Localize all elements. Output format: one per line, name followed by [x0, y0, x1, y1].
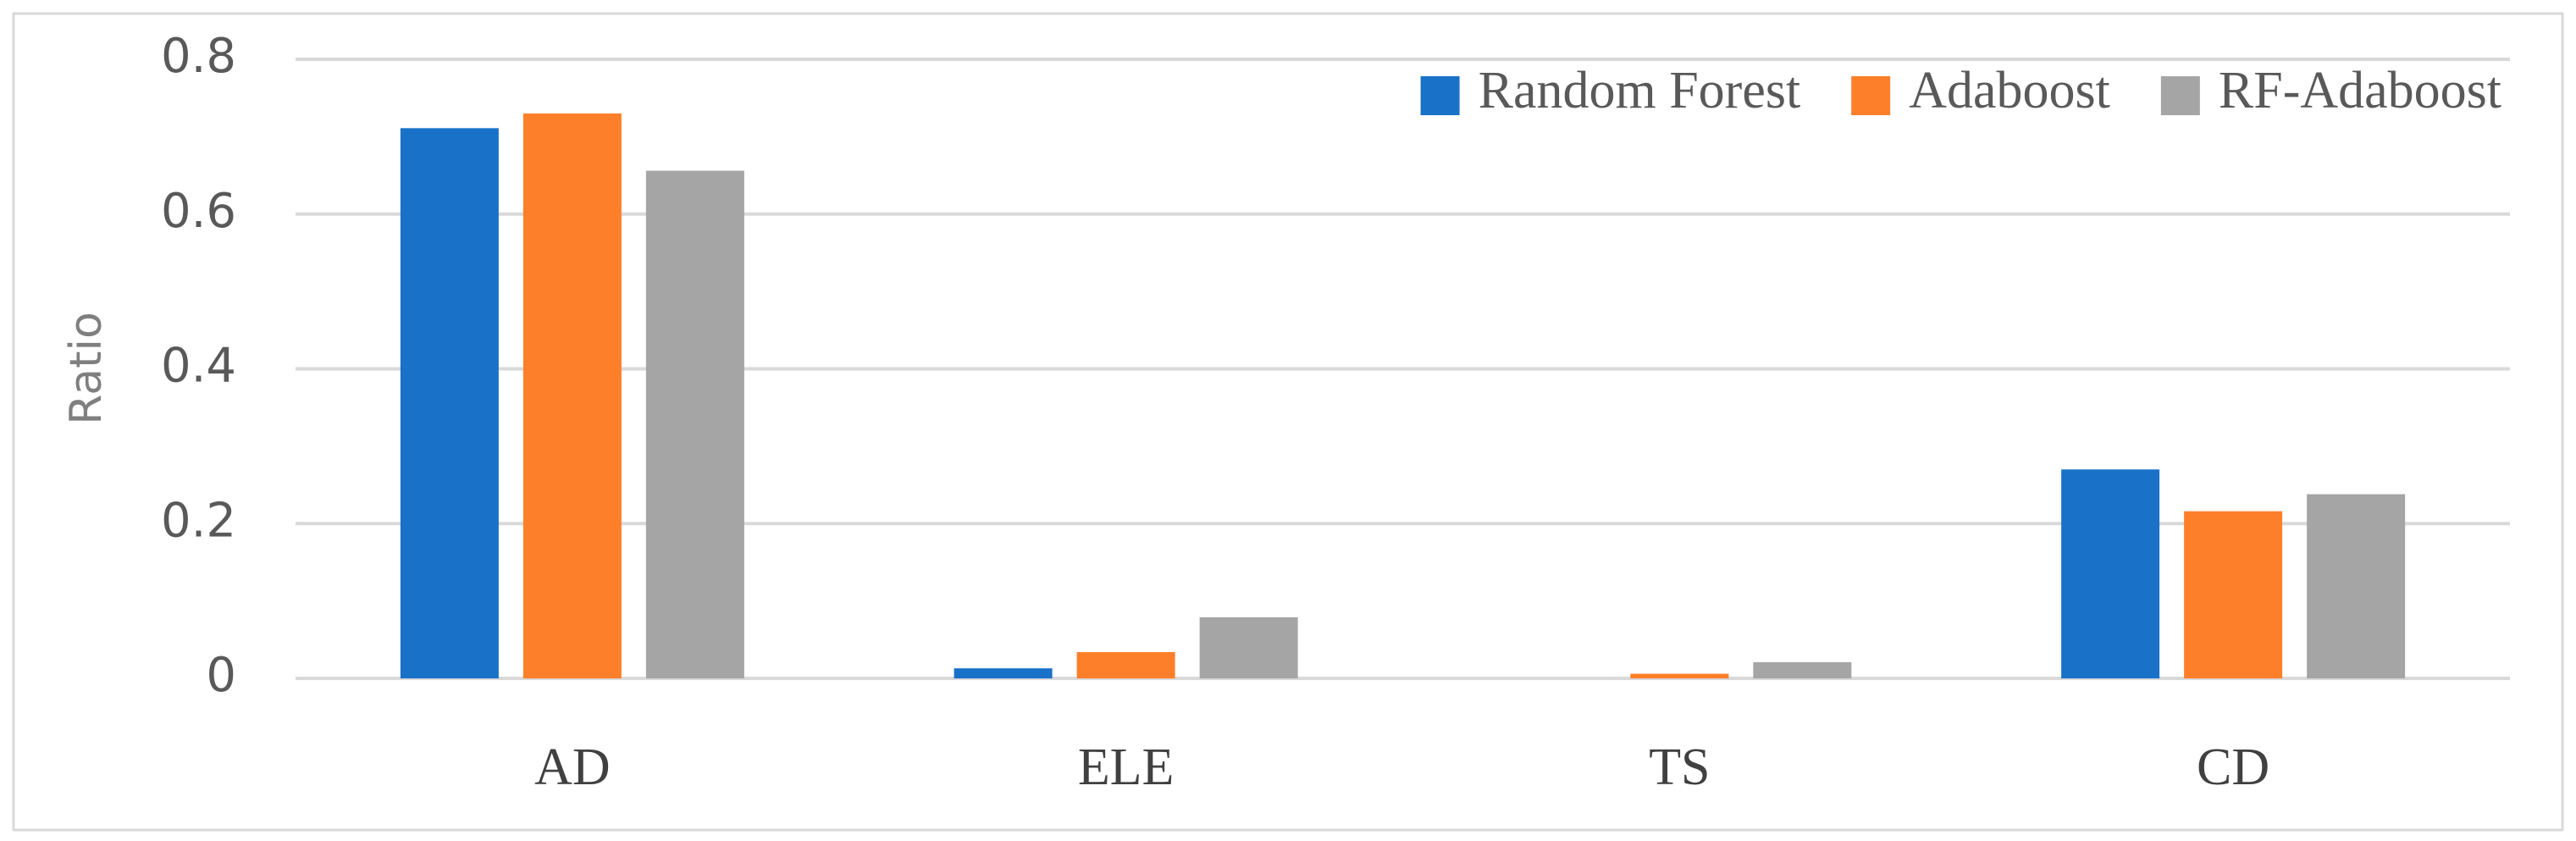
- legend-label: Adaboost: [1909, 62, 2110, 119]
- bar: [645, 170, 744, 678]
- bar: [1076, 651, 1175, 678]
- y-tick-label: 0.8: [161, 29, 236, 84]
- y-tick-label: 0: [206, 648, 236, 703]
- bar: [2061, 469, 2160, 678]
- bar: [400, 128, 499, 679]
- y-axis-label: Ratio: [61, 312, 112, 425]
- bar: [522, 113, 622, 678]
- bar: [2307, 494, 2406, 678]
- bar: [2184, 511, 2283, 678]
- x-tick-label: CD: [2197, 739, 2269, 796]
- legend-swatch: [2160, 76, 2200, 115]
- bar: [1199, 617, 1298, 678]
- y-tick-label: 0.6: [161, 184, 236, 239]
- y-tick-label: 0.2: [161, 493, 236, 548]
- legend-swatch: [1851, 76, 1891, 115]
- legend-swatch: [1420, 76, 1460, 115]
- legend-label: RF-Adaboost: [2219, 62, 2501, 119]
- bar: [954, 668, 1053, 678]
- x-tick-label: TS: [1649, 739, 1710, 796]
- legend-label: Random Forest: [1479, 62, 1801, 119]
- y-tick-label: 0.4: [161, 339, 236, 394]
- bar: [1753, 661, 1852, 678]
- x-tick-label: AD: [534, 739, 611, 796]
- x-tick-label: ELE: [1078, 739, 1175, 796]
- bar: [1630, 673, 1729, 678]
- chart-frame: [12, 12, 2564, 832]
